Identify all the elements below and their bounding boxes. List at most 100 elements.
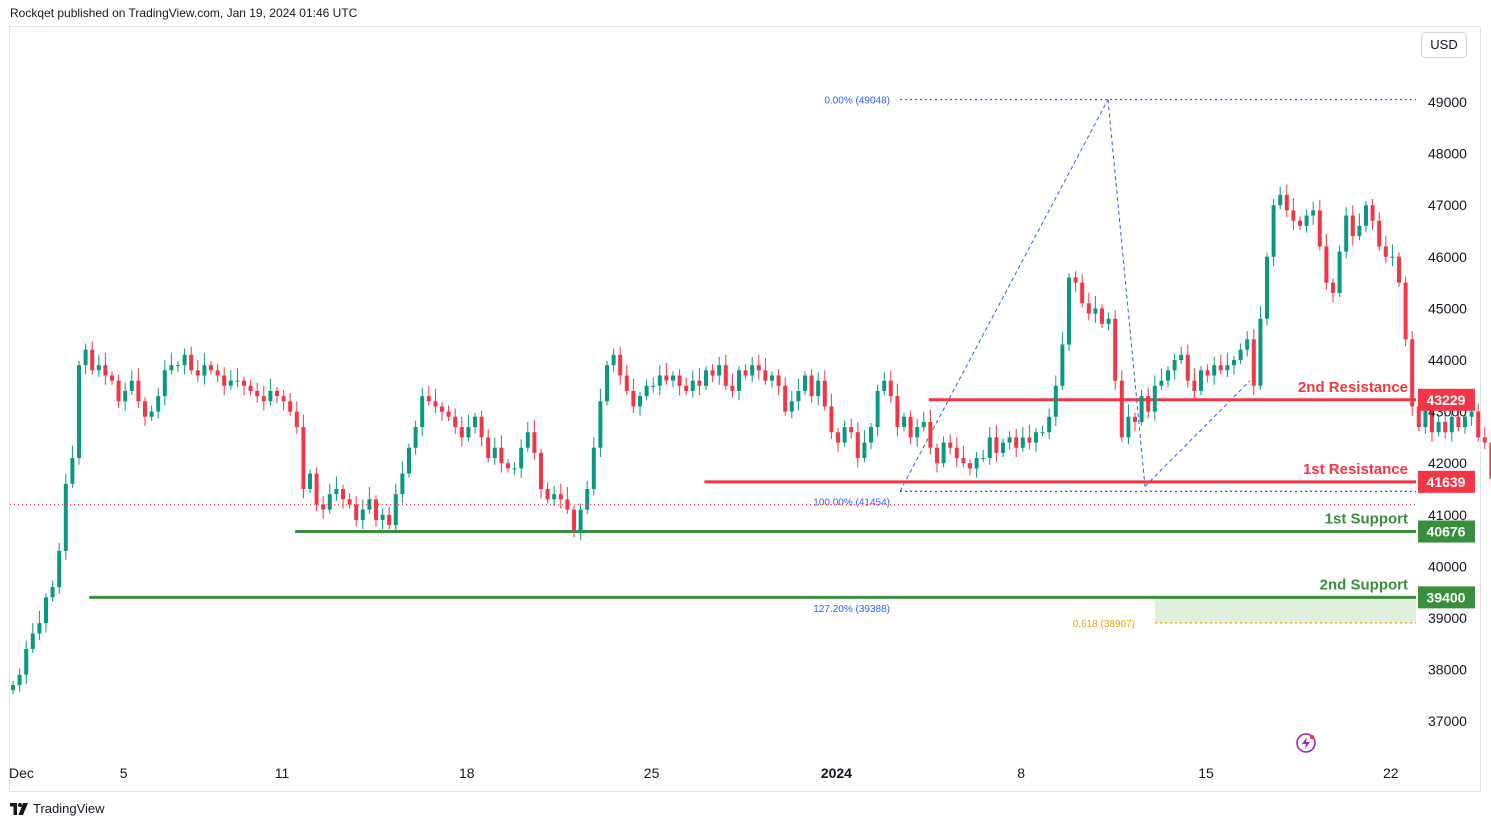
candle-body bbox=[149, 411, 154, 417]
candle-body bbox=[308, 473, 312, 489]
candle-body bbox=[37, 623, 42, 634]
candle-body bbox=[1034, 432, 1038, 443]
candle-body bbox=[1205, 370, 1210, 376]
candle-body bbox=[1080, 282, 1085, 304]
candle-body bbox=[882, 380, 887, 391]
candle-body bbox=[624, 375, 629, 391]
fib-level-label: 0.618 (38907) bbox=[1073, 619, 1135, 630]
candle-body bbox=[96, 365, 101, 371]
candle-body bbox=[1212, 365, 1217, 376]
footer-brand-label: TradingView bbox=[33, 801, 105, 816]
candle-body bbox=[1245, 339, 1250, 350]
candle-body bbox=[1476, 411, 1481, 438]
candle-body bbox=[684, 385, 689, 391]
x-tick-label: 22 bbox=[1383, 765, 1399, 781]
candle-body bbox=[862, 442, 867, 459]
candle-body bbox=[182, 354, 187, 366]
candle-body bbox=[136, 380, 141, 402]
candle-body bbox=[545, 489, 550, 500]
candle-body bbox=[1060, 344, 1065, 386]
candle-body bbox=[1119, 380, 1124, 438]
footer-brand[interactable]: TradingView bbox=[10, 801, 105, 816]
candle-body bbox=[30, 633, 35, 649]
candle-body bbox=[1199, 370, 1203, 391]
candle-body bbox=[585, 489, 590, 510]
candle-body bbox=[77, 365, 81, 459]
y-tick-label: 41000 bbox=[1428, 507, 1467, 523]
candle-body bbox=[195, 370, 200, 376]
candle-body bbox=[539, 452, 543, 489]
candle-body bbox=[525, 432, 530, 448]
candle-body bbox=[486, 437, 491, 459]
candle-body bbox=[723, 365, 728, 386]
candle-body bbox=[763, 370, 768, 381]
currency-button[interactable]: USD bbox=[1421, 32, 1467, 58]
candle-body bbox=[1344, 215, 1349, 252]
y-tick-label: 42000 bbox=[1428, 455, 1467, 471]
lightning-icon[interactable] bbox=[1296, 733, 1316, 753]
candle-body bbox=[1093, 308, 1098, 314]
candle-body bbox=[519, 447, 524, 469]
candle-body bbox=[1271, 205, 1276, 257]
candle-body bbox=[638, 396, 642, 407]
candle-body bbox=[129, 380, 134, 391]
x-tick-label: 25 bbox=[644, 765, 660, 781]
candle-body bbox=[1436, 421, 1441, 433]
candle-body bbox=[770, 375, 774, 381]
candle-body bbox=[222, 375, 227, 386]
candle-body bbox=[235, 380, 240, 382]
price-tag-label: 39400 bbox=[1427, 589, 1466, 605]
candle-body bbox=[1443, 421, 1448, 433]
candle-body bbox=[816, 380, 821, 397]
fib-swing-line bbox=[1107, 99, 1146, 487]
y-tick-label: 44000 bbox=[1428, 352, 1467, 368]
candle-body bbox=[1370, 205, 1375, 221]
candle-body bbox=[935, 447, 939, 464]
candle-body bbox=[1298, 220, 1302, 226]
candle-body bbox=[255, 390, 260, 397]
candle-body bbox=[440, 406, 444, 412]
candle-body bbox=[1073, 277, 1078, 283]
candle-body bbox=[50, 587, 55, 598]
candle-body bbox=[1218, 365, 1223, 371]
candle-body bbox=[314, 473, 319, 505]
candle-body bbox=[209, 365, 213, 371]
candle-body bbox=[1053, 385, 1058, 417]
candle-body bbox=[17, 674, 22, 686]
price-tag-label: 43229 bbox=[1427, 392, 1466, 408]
candle-body bbox=[677, 375, 682, 386]
candle-body bbox=[1020, 437, 1025, 448]
candle-body bbox=[70, 458, 75, 484]
candle-body bbox=[360, 509, 365, 520]
candle-body bbox=[1027, 437, 1032, 443]
candle-body bbox=[875, 390, 880, 428]
x-tick-label: 5 bbox=[120, 765, 128, 781]
candle-body bbox=[499, 447, 504, 464]
candle-body bbox=[261, 396, 266, 402]
candle-body bbox=[492, 447, 497, 459]
y-tick-label: 39000 bbox=[1428, 610, 1467, 626]
candle-body bbox=[1337, 251, 1342, 293]
candle-body bbox=[215, 370, 220, 376]
candle-body bbox=[473, 416, 477, 428]
candle-body bbox=[1350, 215, 1355, 237]
candle-body bbox=[1100, 308, 1104, 324]
candle-body bbox=[1179, 354, 1184, 360]
candle-body bbox=[789, 401, 794, 412]
candle-body bbox=[1324, 246, 1329, 283]
candle-body bbox=[1238, 349, 1243, 360]
candle-body bbox=[1152, 385, 1157, 412]
candle-body bbox=[618, 354, 623, 376]
candle-body bbox=[1106, 318, 1111, 324]
candle-body bbox=[1139, 396, 1144, 422]
candle-body bbox=[162, 370, 167, 397]
candle-body bbox=[717, 365, 722, 376]
fib-swing-line bbox=[1144, 380, 1251, 487]
candle-body bbox=[921, 421, 926, 428]
candle-body bbox=[750, 365, 755, 376]
candle-body bbox=[869, 427, 873, 443]
candle-body bbox=[446, 411, 451, 417]
candle-body bbox=[189, 354, 194, 371]
candle-body bbox=[268, 390, 273, 402]
